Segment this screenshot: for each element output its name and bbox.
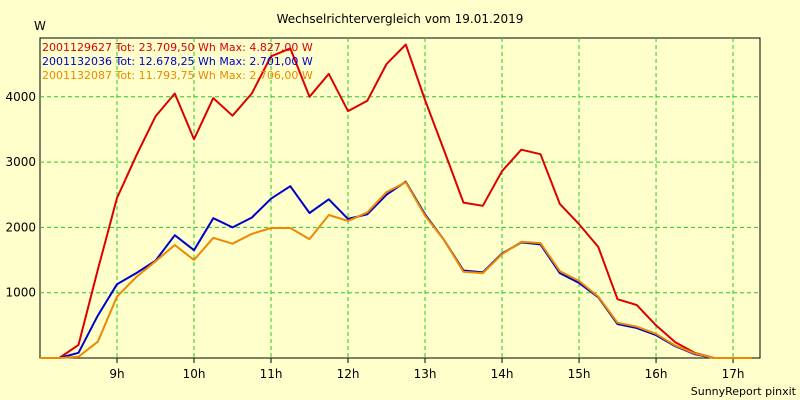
legend-entry-2001132087: 2001132087 Tot: 11.793,75 Wh Max: 2.706,…: [42, 69, 313, 82]
chart-title: Wechselrichtervergleich vom 19.01.2019: [277, 12, 524, 26]
series-line-2001129627: [40, 43, 753, 359]
legend-entry-2001129627: 2001129627 Tot: 23.709,50 Wh Max: 4.827,…: [42, 41, 313, 54]
plot-area: [39, 37, 761, 359]
footer-credit: SunnyReport pinxit: [691, 385, 797, 398]
x-tick-label: 16h: [645, 367, 668, 381]
x-tick-label: 12h: [337, 367, 360, 381]
y-tick-label: 4000: [5, 90, 36, 104]
x-tick-label: 10h: [183, 367, 206, 381]
x-tick-label: 15h: [568, 367, 591, 381]
axes: 1000 2000 3000 4000 9h 10h 11h 12h 13h 14h 15h 16h 1…: [5, 90, 744, 381]
x-tick-label: 9h: [109, 367, 124, 381]
series-layer: [40, 43, 753, 359]
y-tick-label: 2000: [5, 220, 36, 234]
grid: [40, 38, 760, 358]
x-tick-label: 11h: [260, 367, 283, 381]
legend: 2001129627 Tot: 23.709,50 Wh Max: 4.827,…: [42, 41, 313, 82]
legend-entry-2001132036: 2001132036 Tot: 12.678,25 Wh Max: 2.701,…: [42, 55, 313, 68]
x-tick-label: 13h: [414, 367, 437, 381]
x-tick-label: 17h: [722, 367, 745, 381]
y-axis-label: W: [34, 19, 46, 33]
y-tick-label: 3000: [5, 155, 36, 169]
x-tick-label: 14h: [491, 367, 514, 381]
y-tick-label: 1000: [5, 286, 36, 300]
series-line-2001132087: [40, 181, 753, 359]
